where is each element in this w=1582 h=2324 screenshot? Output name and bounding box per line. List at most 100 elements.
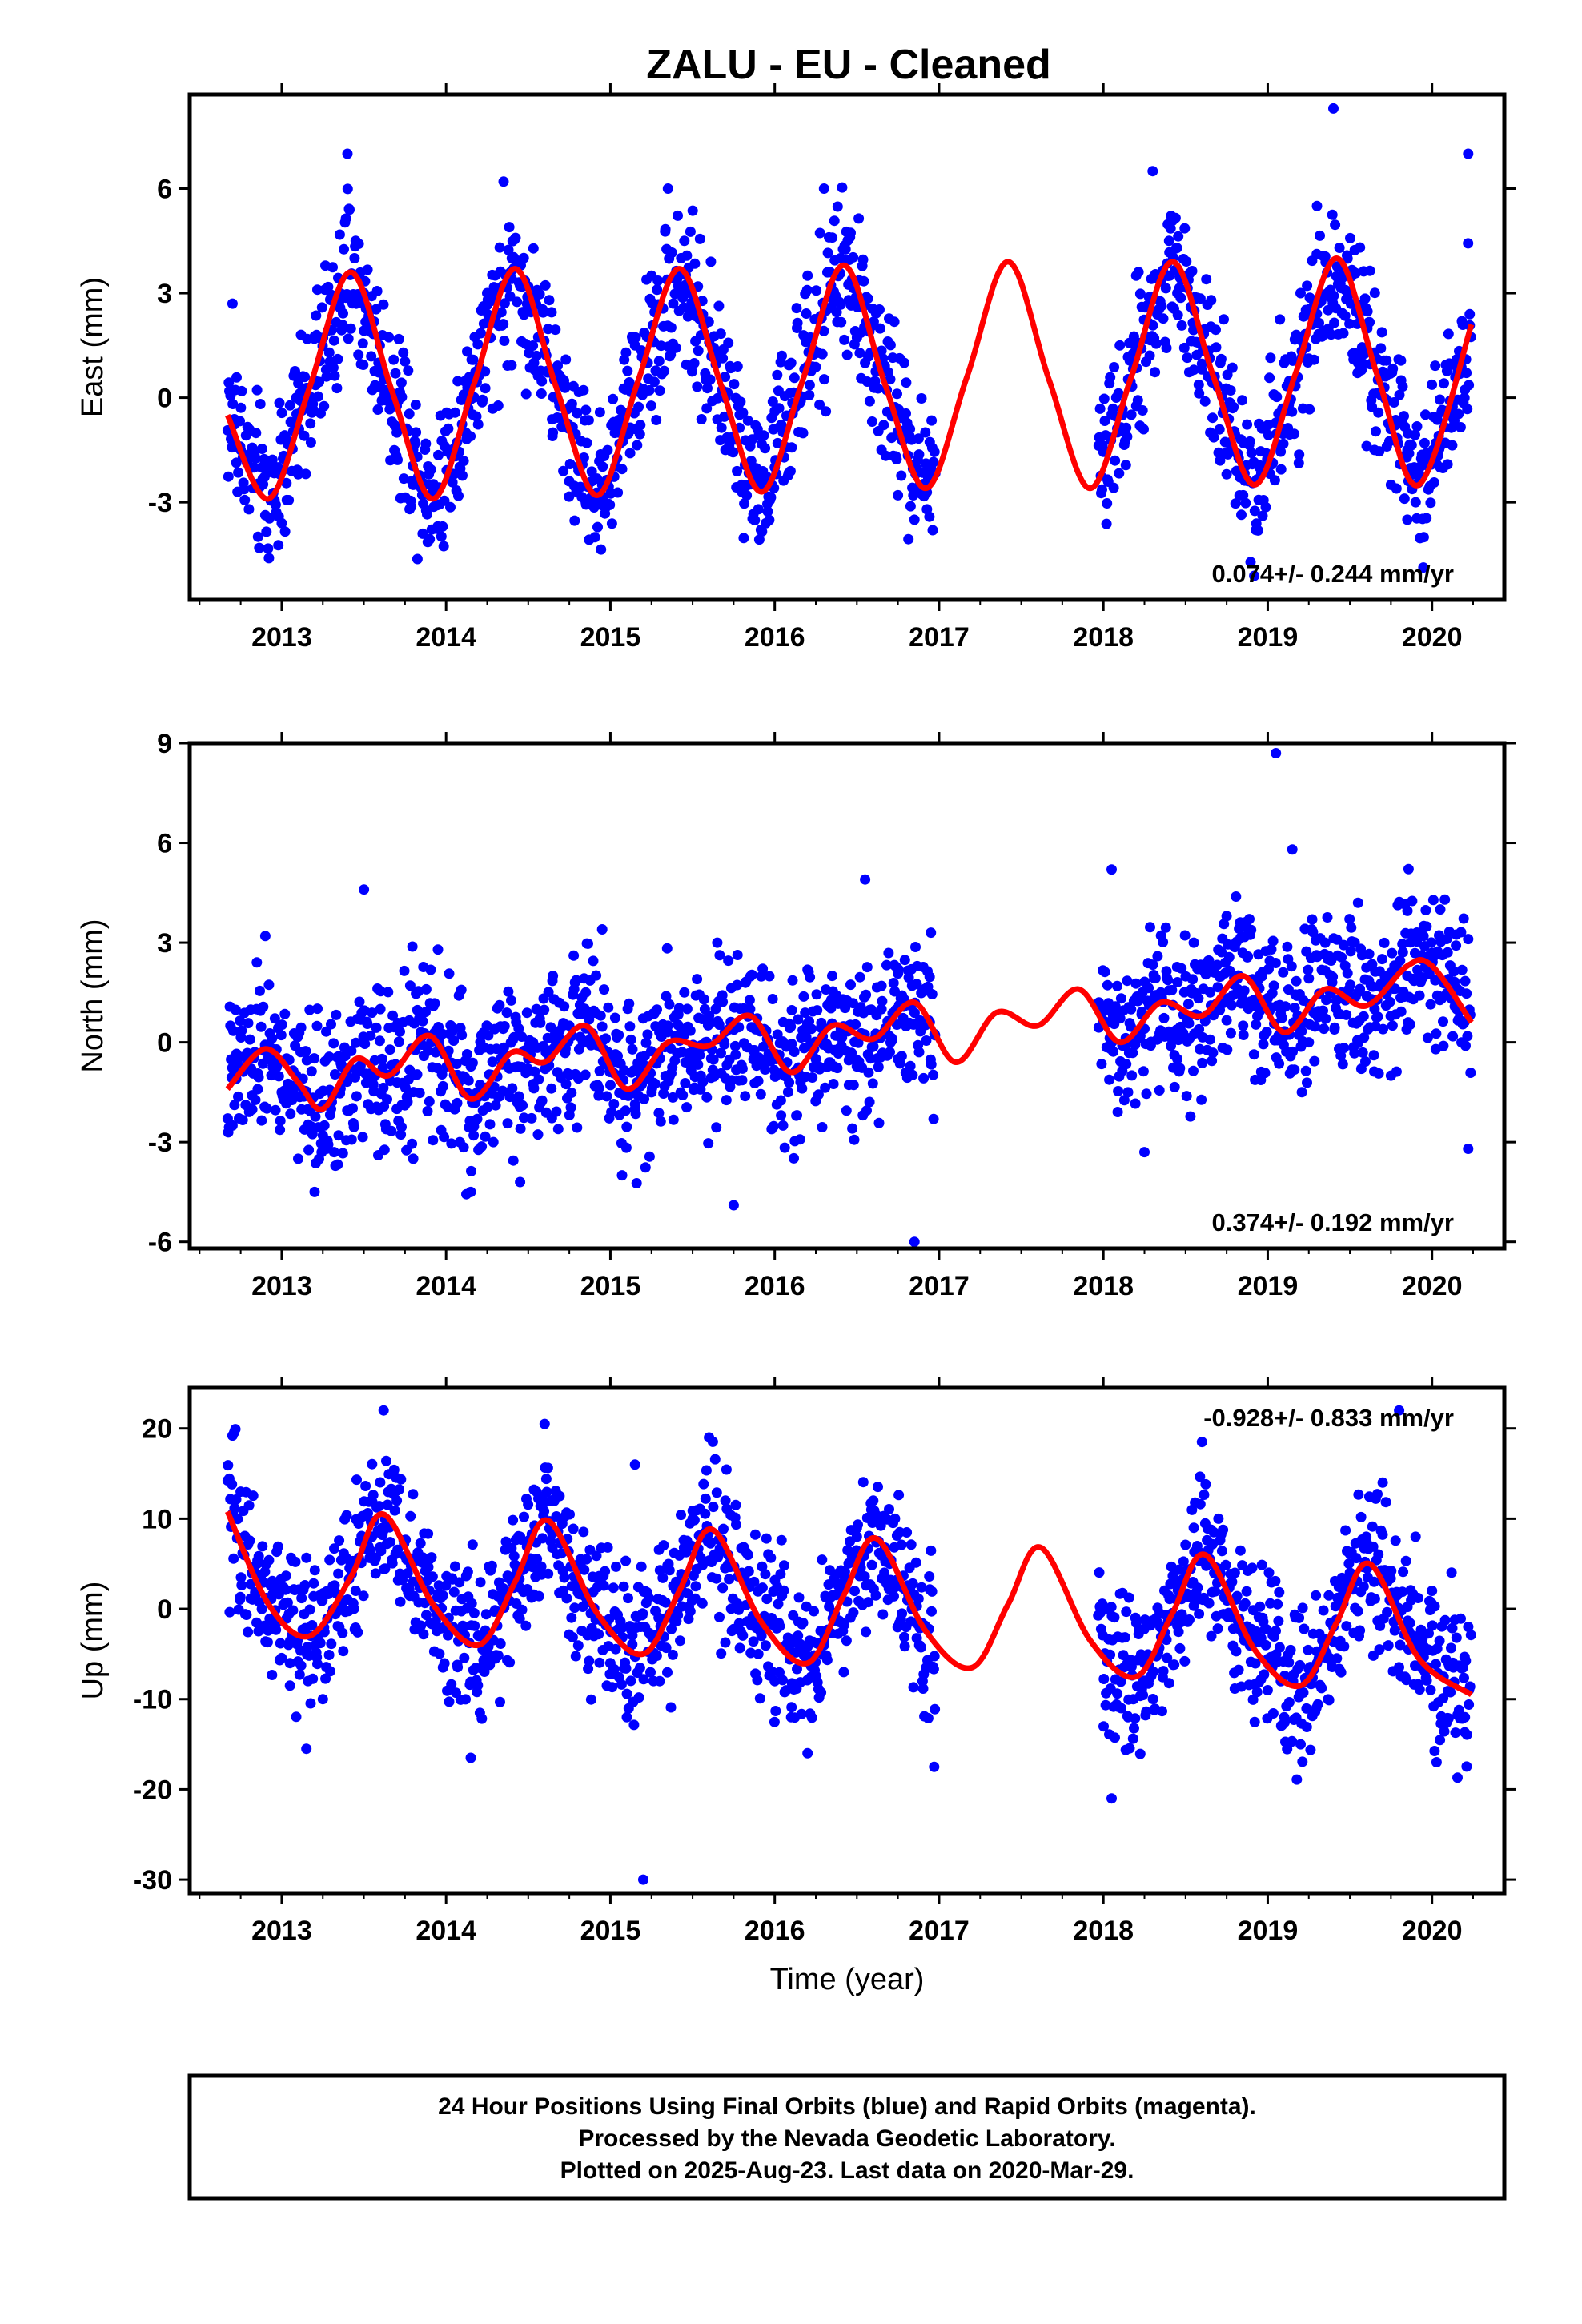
data-point bbox=[1201, 274, 1212, 285]
data-point bbox=[1407, 895, 1418, 907]
data-point bbox=[806, 1712, 817, 1723]
data-point bbox=[621, 1688, 632, 1699]
data-point bbox=[1367, 1521, 1378, 1532]
data-point bbox=[1176, 1609, 1187, 1620]
data-point bbox=[1302, 280, 1313, 292]
data-point bbox=[701, 403, 713, 414]
data-point bbox=[1399, 493, 1410, 505]
data-point bbox=[777, 1120, 789, 1131]
data-point bbox=[1369, 1003, 1380, 1015]
data-point bbox=[745, 456, 757, 467]
data-point bbox=[764, 971, 775, 982]
data-point bbox=[1238, 1030, 1249, 1040]
data-point bbox=[1229, 1567, 1240, 1578]
data-point bbox=[1225, 385, 1236, 396]
data-point bbox=[874, 323, 885, 334]
data-point bbox=[1210, 1586, 1221, 1597]
data-point bbox=[627, 1043, 638, 1055]
data-point bbox=[310, 1111, 321, 1122]
data-point bbox=[378, 1082, 389, 1093]
data-point bbox=[276, 408, 287, 419]
data-point bbox=[403, 365, 414, 376]
data-point bbox=[408, 1489, 419, 1500]
data-point bbox=[922, 1713, 934, 1723]
data-point bbox=[420, 983, 432, 995]
x-tick-label: 2014 bbox=[416, 1916, 476, 1946]
data-point bbox=[559, 1001, 570, 1012]
data-point bbox=[857, 254, 869, 265]
data-point bbox=[620, 1663, 632, 1674]
data-point bbox=[708, 1054, 719, 1065]
data-point bbox=[870, 1590, 881, 1601]
data-point bbox=[436, 1069, 448, 1080]
data-point bbox=[1311, 1590, 1322, 1601]
data-point bbox=[1244, 914, 1255, 925]
data-point bbox=[781, 1685, 792, 1696]
data-point bbox=[692, 974, 703, 985]
data-point bbox=[775, 1095, 786, 1106]
data-point bbox=[926, 927, 937, 939]
data-point bbox=[1231, 1590, 1243, 1602]
data-point bbox=[1387, 363, 1399, 374]
data-point bbox=[605, 1080, 616, 1091]
data-point bbox=[422, 1106, 433, 1116]
data-point bbox=[705, 1018, 715, 1029]
data-point bbox=[1223, 951, 1235, 963]
data-point bbox=[243, 504, 255, 515]
data-point bbox=[386, 1125, 397, 1136]
data-point bbox=[1458, 913, 1469, 924]
data-point bbox=[1329, 317, 1340, 328]
data-point bbox=[660, 223, 671, 235]
data-point bbox=[878, 420, 889, 431]
data-point bbox=[1357, 1047, 1368, 1058]
data-point bbox=[1266, 944, 1277, 955]
data-point bbox=[405, 1510, 416, 1522]
data-point bbox=[729, 1040, 741, 1051]
data-point bbox=[1352, 357, 1363, 368]
data-point bbox=[1338, 939, 1349, 951]
data-point bbox=[371, 286, 383, 296]
data-point bbox=[841, 1635, 852, 1647]
data-point bbox=[482, 1101, 493, 1112]
x-tick-label: 2020 bbox=[1402, 1271, 1463, 1301]
data-point bbox=[235, 416, 245, 427]
y-axis-label: North (mm) bbox=[76, 919, 110, 1072]
data-point bbox=[608, 1582, 619, 1594]
data-point bbox=[687, 305, 698, 316]
data-point bbox=[778, 1585, 789, 1596]
data-point bbox=[776, 1110, 787, 1121]
data-point bbox=[439, 1132, 450, 1143]
data-point bbox=[410, 400, 421, 410]
data-point bbox=[1127, 1733, 1138, 1744]
data-point bbox=[827, 971, 837, 982]
data-point bbox=[1379, 937, 1390, 948]
data-point bbox=[1166, 984, 1178, 995]
data-point bbox=[716, 1648, 727, 1659]
data-point bbox=[861, 1105, 872, 1116]
data-point bbox=[1178, 1556, 1189, 1567]
data-point bbox=[1296, 1026, 1307, 1037]
data-point bbox=[762, 506, 773, 517]
data-point bbox=[1130, 270, 1142, 281]
data-point bbox=[671, 1576, 681, 1587]
data-point bbox=[466, 1598, 477, 1609]
data-point bbox=[640, 1037, 652, 1048]
data-point bbox=[312, 391, 323, 402]
data-point bbox=[1398, 1566, 1409, 1578]
data-point bbox=[1260, 501, 1271, 513]
data-point bbox=[413, 986, 424, 997]
data-point bbox=[1255, 1601, 1266, 1612]
data-point bbox=[351, 1037, 361, 1048]
data-point bbox=[1122, 431, 1133, 442]
data-point bbox=[1271, 1626, 1281, 1637]
data-point bbox=[276, 1087, 287, 1098]
data-point bbox=[853, 1519, 863, 1530]
data-point bbox=[1211, 959, 1223, 971]
data-point bbox=[1309, 354, 1319, 365]
data-point bbox=[1388, 397, 1399, 408]
data-point bbox=[407, 1138, 418, 1149]
data-point bbox=[773, 1598, 784, 1610]
data-point bbox=[533, 1590, 544, 1602]
data-point bbox=[502, 1118, 513, 1129]
data-point bbox=[371, 1022, 382, 1033]
